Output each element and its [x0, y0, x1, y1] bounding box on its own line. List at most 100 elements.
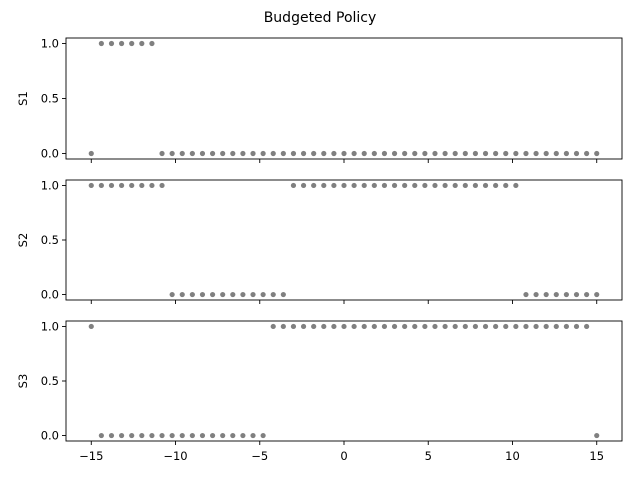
- data-point: [230, 432, 236, 439]
- data-point: [311, 323, 317, 330]
- data-point: [452, 182, 458, 189]
- data-point: [452, 150, 458, 157]
- data-point: [462, 150, 468, 157]
- data-point: [199, 150, 206, 157]
- y-tick-label: 0.0: [41, 147, 59, 161]
- data-point: [139, 182, 145, 189]
- data-point: [432, 323, 438, 330]
- data-point: [250, 291, 256, 298]
- data-point: [88, 323, 94, 330]
- data-point: [371, 182, 377, 189]
- data-point: [149, 40, 155, 47]
- y-tick-label: 0.5: [41, 374, 59, 388]
- data-point: [159, 432, 165, 439]
- data-point: [199, 432, 206, 439]
- data-point: [341, 150, 347, 157]
- data-point: [371, 150, 377, 157]
- data-point: [260, 432, 266, 439]
- data-point: [452, 323, 458, 330]
- data-point: [533, 291, 539, 298]
- data-point: [412, 182, 418, 189]
- axes-frame: [65, 179, 623, 301]
- data-point: [442, 182, 448, 189]
- data-point: [179, 150, 185, 157]
- data-point: [533, 323, 539, 330]
- y-axis-label: S2: [16, 233, 30, 248]
- data-point: [280, 291, 286, 298]
- data-point: [331, 323, 337, 330]
- data-point: [503, 150, 509, 157]
- x-tick-label: −15: [79, 449, 103, 463]
- data-point: [493, 323, 499, 330]
- data-point: [422, 182, 428, 189]
- data-point: [563, 323, 570, 330]
- data-point: [311, 150, 317, 157]
- data-point: [149, 432, 155, 439]
- data-point: [361, 182, 367, 189]
- data-point: [129, 182, 135, 189]
- data-point: [594, 291, 600, 298]
- x-tick-label: 10: [505, 449, 520, 463]
- data-point: [331, 182, 337, 189]
- data-point: [573, 291, 580, 298]
- y-tick-label: 0.5: [41, 233, 59, 247]
- data-point: [159, 150, 165, 157]
- data-point: [321, 323, 327, 330]
- subplot-3: 0.0 0.5 1.0 S3 −15 −10 −5 0 5 10 15: [16, 319, 623, 463]
- data-point: [179, 432, 185, 439]
- data-point: [159, 182, 165, 189]
- data-point: [169, 150, 175, 157]
- data-point: [129, 432, 135, 439]
- data-point: [220, 432, 226, 439]
- data-point: [270, 323, 276, 330]
- data-point: [270, 291, 276, 298]
- data-point: [300, 150, 307, 157]
- data-point: [371, 323, 377, 330]
- data-point: [361, 323, 367, 330]
- data-point: [402, 323, 408, 330]
- x-tick-label: 15: [589, 449, 604, 463]
- data-point: [543, 323, 549, 330]
- data-point: [321, 150, 327, 157]
- data-point: [280, 150, 286, 157]
- data-point: [533, 150, 539, 157]
- y-tick-label: 0.5: [41, 92, 59, 106]
- data-point: [402, 182, 408, 189]
- data-point: [139, 432, 145, 439]
- data-point: [594, 150, 600, 157]
- data-point: [290, 182, 297, 189]
- subplot-1: 0.0 0.5 1.0 S1: [16, 37, 623, 163]
- data-point: [300, 323, 307, 330]
- data-point: [240, 432, 246, 439]
- data-point: [432, 182, 438, 189]
- y-tick-label: 1.0: [41, 178, 59, 192]
- data-point: [412, 323, 418, 330]
- data-point: [129, 40, 135, 47]
- data-point: [513, 150, 519, 157]
- data-point: [503, 323, 509, 330]
- data-point: [169, 432, 175, 439]
- x-tick-label: −10: [163, 449, 187, 463]
- data-point: [290, 150, 297, 157]
- data-point: [442, 150, 448, 157]
- data-point: [199, 291, 206, 298]
- axes-frame: [65, 37, 623, 160]
- data-point: [584, 291, 590, 298]
- data-point: [209, 150, 216, 157]
- data-point: [270, 150, 276, 157]
- data-point: [482, 323, 489, 330]
- subplots: 0.0 0.5 1.0 S1 0.0 0.5 1.0 S2 0.0 0.5 1.0 S3 −15 −10 −…: [16, 37, 623, 463]
- data-point: [381, 182, 388, 189]
- x-tick-label: 5: [425, 449, 432, 463]
- data-point: [432, 150, 438, 157]
- data-point: [250, 432, 256, 439]
- data-point: [149, 182, 155, 189]
- data-point: [108, 182, 115, 189]
- data-point: [462, 323, 468, 330]
- data-point: [108, 432, 115, 439]
- data-point: [209, 432, 216, 439]
- data-point: [553, 323, 559, 330]
- data-point: [584, 323, 590, 330]
- data-point: [402, 150, 408, 157]
- y-tick-label: 0.0: [41, 429, 59, 443]
